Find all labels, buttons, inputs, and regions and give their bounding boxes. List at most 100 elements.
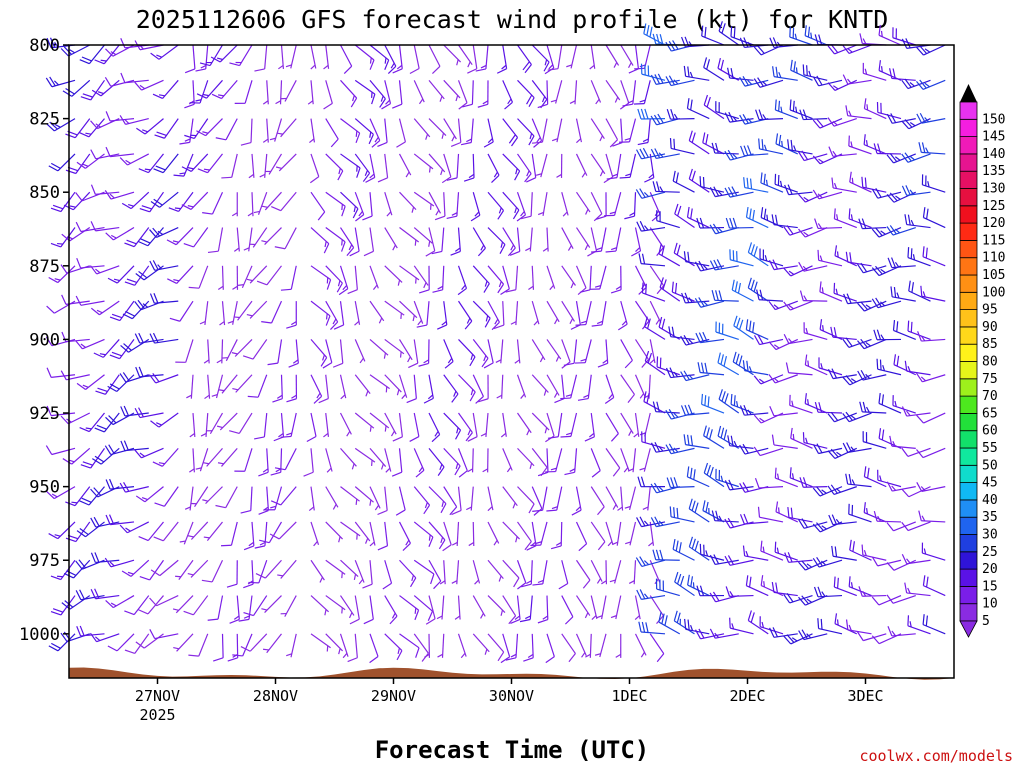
wind-barb: [697, 362, 725, 376]
wind-barb: [65, 486, 91, 507]
wind-barb: [789, 467, 813, 488]
wind-barb: [916, 412, 946, 424]
wind-barb: [576, 559, 591, 589]
wind-barb: [472, 595, 486, 619]
wind-barb: [694, 260, 725, 272]
wind-barb: [104, 76, 135, 87]
wind-barb: [571, 486, 582, 516]
wind-barb: [325, 448, 333, 473]
wind-barb: [487, 595, 506, 616]
wind-barb: [325, 191, 346, 217]
wind-barb: [413, 191, 435, 210]
wind-barb: [858, 218, 887, 230]
wind-barb: [561, 633, 576, 663]
wind-barb: [715, 468, 739, 488]
wind-barb: [665, 408, 695, 420]
wind-barb: [620, 339, 633, 369]
wind-barb: [724, 186, 754, 198]
wind-barb: [680, 370, 710, 382]
wind-barb: [349, 227, 360, 257]
wind-barb: [443, 486, 458, 516]
wind-barb: [76, 625, 105, 637]
wind-barb: [446, 192, 460, 220]
wind-barb: [597, 339, 609, 368]
wind-barb: [46, 118, 76, 132]
wind-barb: [530, 521, 548, 547]
wind-barb: [215, 118, 238, 141]
colorbar-swatch: [959, 412, 978, 432]
wind-barb: [231, 192, 238, 217]
wind-barb: [203, 447, 223, 467]
wind-barb: [917, 331, 946, 342]
wind-barb: [535, 153, 548, 178]
wind-barb: [827, 484, 857, 495]
wind-barb: [500, 265, 510, 296]
wind-barb: [590, 118, 605, 142]
wind-barb: [76, 257, 105, 269]
wind-barb: [589, 265, 607, 290]
wind-barb: [217, 265, 224, 290]
wind-barb: [631, 227, 642, 257]
wind-barb: [617, 486, 624, 511]
wind-barb: [437, 633, 445, 658]
wind-barb: [861, 544, 887, 561]
wind-barb: [310, 265, 332, 290]
wind-barb: [859, 401, 887, 414]
wind-barb: [441, 153, 452, 184]
colorbar-label: 70: [982, 389, 998, 404]
wind-barb: [173, 633, 194, 652]
wind-barb: [560, 412, 578, 438]
wind-barb: [172, 595, 194, 614]
wind-barb: [656, 210, 680, 229]
wind-barb: [119, 153, 150, 166]
wind-barb: [261, 300, 283, 324]
wind-barb: [804, 25, 828, 46]
wind-barb: [409, 412, 420, 442]
wind-barb: [104, 444, 135, 456]
wind-barb: [505, 633, 519, 661]
wind-barb: [871, 556, 902, 567]
wind-barb: [650, 516, 680, 528]
wind-barb: [505, 265, 519, 293]
wind-barb: [812, 521, 843, 533]
colorbar-swatch: [959, 534, 978, 553]
wind-barb: [443, 339, 454, 369]
wind-barb: [731, 279, 754, 302]
wind-barb: [354, 374, 371, 397]
wind-barb: [220, 521, 238, 547]
colorbar-label: 145: [982, 130, 1005, 145]
wind-barb: [384, 300, 405, 320]
wind-barb: [153, 153, 179, 174]
colorbar-label: 10: [982, 597, 998, 612]
wind-barb: [272, 374, 283, 403]
wind-barb: [813, 586, 843, 598]
y-tick-label: 975: [29, 551, 60, 571]
wind-barb: [605, 227, 622, 253]
wind-barb: [774, 99, 798, 120]
wind-barb: [886, 225, 916, 236]
wind-barb: [922, 207, 946, 229]
wind-barb: [604, 192, 622, 217]
x-tick-label: 27NOV: [135, 687, 180, 705]
wind-barb: [873, 329, 902, 341]
wind-barb: [612, 521, 622, 546]
wind-barb: [727, 435, 754, 449]
wind-barb: [579, 265, 592, 293]
credit-text[interactable]: coolwx.com/models: [859, 747, 1013, 765]
wind-barb: [184, 486, 194, 511]
wind-barb: [323, 44, 330, 70]
wind-barb: [745, 319, 769, 340]
colorbar-swatch: [959, 326, 978, 345]
wind-barb: [739, 37, 769, 49]
wind-barb: [624, 192, 637, 220]
wind-barb: [747, 242, 769, 267]
wind-barb: [472, 300, 491, 328]
wind-barb: [624, 486, 637, 511]
wind-barb: [398, 521, 411, 551]
wind-barb: [849, 539, 872, 561]
wind-barb: [827, 368, 857, 380]
wind-barb: [812, 189, 843, 200]
wind-barb: [413, 486, 431, 515]
wind-barb: [139, 559, 164, 581]
